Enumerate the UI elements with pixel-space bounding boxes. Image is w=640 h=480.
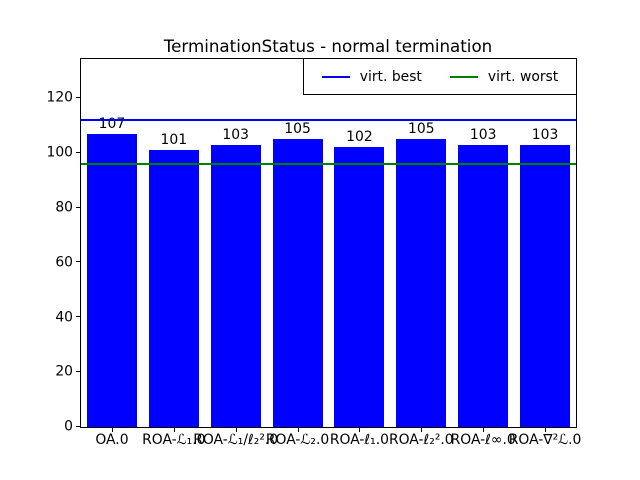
legend-label: virt. worst (487, 68, 559, 85)
legend-entry: virt. worst (449, 68, 559, 85)
legend: virt. best virt. worst (303, 58, 577, 95)
x-tick-mark (173, 428, 175, 432)
y-tick-mark (76, 261, 80, 263)
bar-value-label: 105 (284, 121, 311, 138)
plot-area: virt. best virt. worst 107 OA.0 101 ROA-ℒ₁.0… (46, 58, 581, 447)
y-tick-label: 120 (46, 89, 73, 106)
x-tick-mark (111, 428, 113, 432)
virt-worst-line (81, 162, 576, 165)
y-tick-mark (76, 206, 80, 208)
bar (210, 144, 261, 427)
y-tick-mark (76, 316, 80, 318)
bar-value-label: 103 (222, 126, 249, 143)
bar (458, 144, 509, 427)
y-tick-mark (76, 426, 80, 427)
bar (272, 139, 323, 427)
x-tick-mark (421, 428, 423, 432)
y-tick-label: 100 (46, 144, 73, 161)
y-tick-mark (76, 96, 80, 98)
y-tick-label: 80 (55, 199, 73, 216)
bar-value-label: 103 (531, 126, 559, 143)
x-tick-mark (235, 428, 237, 432)
legend-label: virt. best (359, 68, 422, 85)
bar-value-label: 102 (346, 129, 373, 146)
y-tick-label: 60 (55, 254, 73, 271)
virt-best-line (81, 118, 576, 121)
x-tick-label: ROA-ℒ₁/ℓ₂².0 (193, 432, 279, 448)
bar (148, 150, 199, 427)
bar-value-label: 103 (469, 126, 497, 143)
x-tick-mark (297, 428, 299, 432)
x-tick-label: ROA-ℓ₁.0 (329, 432, 389, 448)
x-tick-label: OA.0 (95, 432, 129, 448)
x-tick-label: ROA-ℓ₂².0 (388, 432, 454, 448)
x-tick-label: ROA-ℒ₂.0 (265, 432, 330, 448)
x-tick-label: ROA-∇²ℒ.0 (508, 432, 582, 448)
legend-line-icon (449, 75, 478, 78)
x-tick-mark (359, 428, 361, 432)
bar (334, 147, 385, 427)
bar (86, 133, 137, 427)
bar-value-label: 105 (408, 121, 435, 138)
bar (520, 144, 571, 427)
x-tick-label: ROA-ℓ∞.0 (450, 432, 516, 448)
y-tick-label: 40 (55, 308, 73, 325)
x-tick-label: ROA-ℒ₁.0 (142, 432, 206, 448)
x-tick-mark (483, 428, 485, 432)
x-tick-mark (545, 428, 547, 432)
bar-value-label: 101 (160, 132, 188, 149)
legend-entry: virt. best (321, 68, 422, 85)
y-tick-label: 20 (55, 363, 73, 380)
legend-line-icon (321, 75, 350, 78)
chart-title: TerminationStatus - normal termination (163, 36, 493, 56)
y-tick-label: 0 (64, 418, 73, 435)
y-tick-mark (76, 371, 80, 373)
bar (396, 139, 447, 427)
y-tick-mark (76, 151, 80, 153)
